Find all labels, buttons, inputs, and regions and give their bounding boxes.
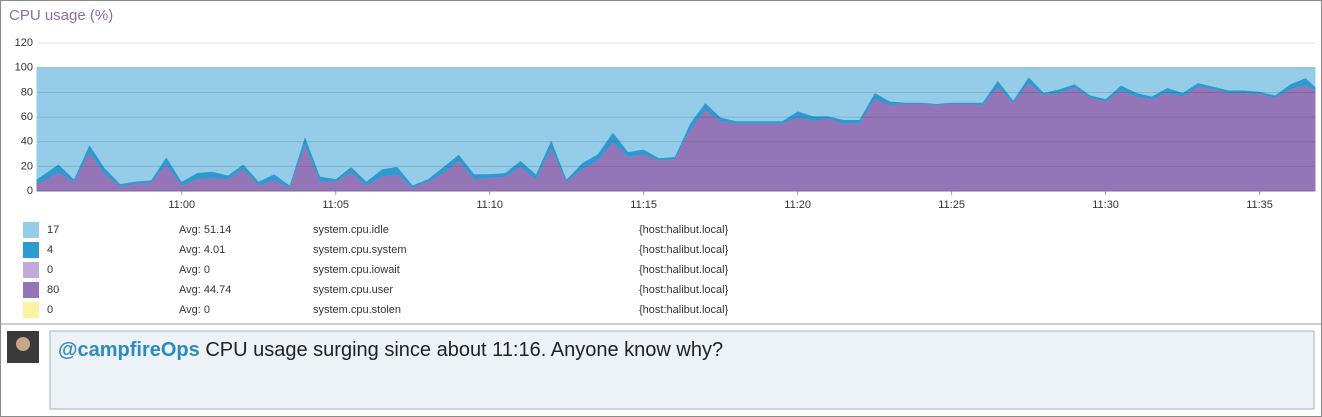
avatar-face xyxy=(16,337,30,351)
legend-current: 17 xyxy=(47,224,59,236)
mention: @campfireOps xyxy=(58,339,200,361)
x-tick-label: 11:20 xyxy=(784,199,811,211)
chart-title: CPU usage (%) xyxy=(9,7,113,24)
legend-current: 4 xyxy=(47,244,53,256)
legend-current: 0 xyxy=(47,304,53,316)
x-tick-label: 11:35 xyxy=(1246,199,1273,211)
x-tick-label: 11:00 xyxy=(168,199,195,211)
comment-box[interactable] xyxy=(49,330,1315,410)
y-tick-label: 120 xyxy=(15,37,33,49)
legend-avg: Avg: 0 xyxy=(179,264,210,276)
legend-name: system.cpu.idle xyxy=(313,224,389,236)
legend-name: system.cpu.system xyxy=(313,244,407,256)
legend-swatch xyxy=(23,222,39,238)
legend-name: system.cpu.stolen xyxy=(313,304,401,316)
x-tick-label: 11:15 xyxy=(630,199,657,211)
legend-swatch xyxy=(23,262,39,278)
y-tick-label: 40 xyxy=(21,136,33,148)
y-tick-label: 100 xyxy=(15,62,33,74)
legend-name: system.cpu.iowait xyxy=(313,264,400,276)
y-tick-label: 80 xyxy=(21,86,33,98)
y-tick-label: 20 xyxy=(21,160,33,172)
legend-swatch xyxy=(23,282,39,298)
legend-avg: Avg: 51.14 xyxy=(179,224,231,236)
legend-scope: {host:halibut.local} xyxy=(639,264,729,276)
legend-scope: {host:halibut.local} xyxy=(639,284,729,296)
legend-avg: Avg: 44.74 xyxy=(179,284,231,296)
y-tick-label: 60 xyxy=(21,111,33,123)
x-tick-label: 11:10 xyxy=(476,199,503,211)
legend-scope: {host:halibut.local} xyxy=(639,244,729,256)
x-tick-label: 11:30 xyxy=(1092,199,1119,211)
legend-scope: {host:halibut.local} xyxy=(639,304,729,316)
y-tick-label: 0 xyxy=(27,185,33,197)
comment: @campfireOps CPU usage surging since abo… xyxy=(58,339,723,361)
x-tick-label: 11:05 xyxy=(322,199,349,211)
legend-current: 80 xyxy=(47,284,59,296)
x-tick-label: 11:25 xyxy=(938,199,965,211)
legend-name: system.cpu.user xyxy=(313,284,393,296)
area xyxy=(36,67,1316,186)
legend-current: 0 xyxy=(47,264,53,276)
legend-avg: Avg: 0 xyxy=(179,304,210,316)
legend-swatch xyxy=(23,302,39,318)
comment-text: CPU usage surging since about 11:16. Any… xyxy=(200,339,723,361)
legend-avg: Avg: 4.01 xyxy=(179,244,225,256)
legend-scope: {host:halibut.local} xyxy=(639,224,729,236)
legend-swatch xyxy=(23,242,39,258)
